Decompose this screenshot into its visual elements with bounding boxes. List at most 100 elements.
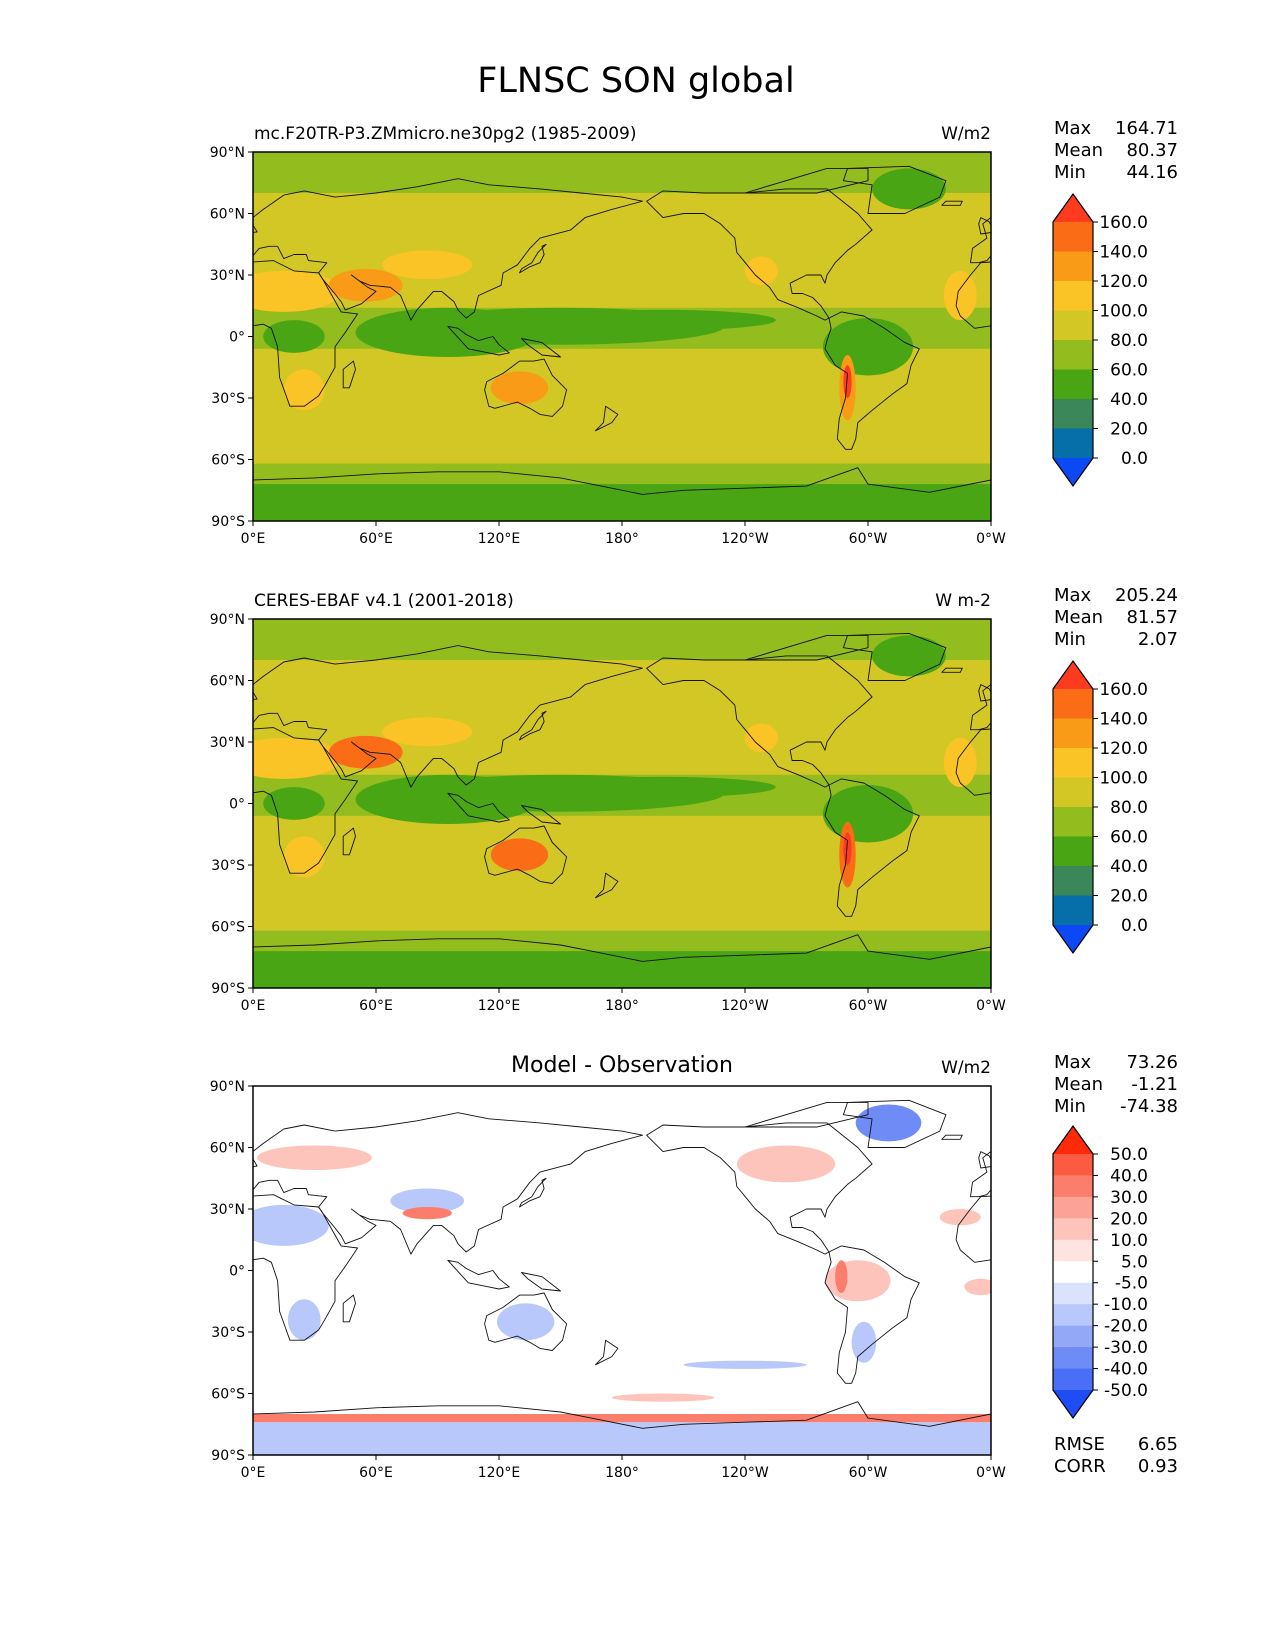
coastline-antarctica <box>253 934 991 988</box>
panel-units: W/m2 <box>941 1058 991 1078</box>
colorbar-tick-label: 20.0 <box>1110 420 1148 440</box>
lat-ticks: 90°N 60°N 30°N 0° 30°S 60°S 90°S <box>210 1079 253 1464</box>
colorbar-segment <box>1053 1239 1093 1262</box>
map-field <box>253 619 991 988</box>
colorbar-tick-label: 120.0 <box>1099 739 1148 759</box>
lon-tick-label: 120°W <box>721 1465 769 1481</box>
coastline-greenland <box>842 632 947 681</box>
lat-tick-label: 60°S <box>211 1387 245 1403</box>
colorbar-segment <box>1053 807 1093 837</box>
coastline-iceland <box>941 200 963 206</box>
coastline-uk <box>253 1158 258 1168</box>
field-mexico <box>745 256 778 286</box>
field-itcz-east <box>550 309 776 331</box>
colorbar-tick-label: 80.0 <box>1110 331 1148 351</box>
map-field <box>253 152 991 521</box>
coastline-madagascar <box>342 360 356 389</box>
field-na-positive <box>736 1145 836 1183</box>
colorbar-tick-label: 140.0 <box>1099 243 1148 263</box>
stat-mean-value: 80.37 <box>1126 140 1178 161</box>
lon-tick-label: 0°W <box>976 998 1006 1014</box>
stat-max-value: 164.71 <box>1115 118 1178 139</box>
colorbar-tick-label: 40.0 <box>1110 857 1148 877</box>
lat-tick-label: 90°N <box>210 612 245 628</box>
field-amazon <box>822 318 914 376</box>
coastline-australia <box>484 358 568 417</box>
coastline-overlay <box>204 632 991 988</box>
panel-observation: CERES-EBAF v4.1 (2001-2018) W m-2 90°N 60… <box>204 585 1178 1014</box>
colorbar-segment <box>1053 1368 1093 1391</box>
field-kalahari <box>283 369 325 411</box>
lon-tick-label: 60°W <box>849 998 888 1014</box>
rmse-label: RMSE <box>1054 1434 1105 1455</box>
coastline-iceland <box>204 1135 225 1139</box>
lat-tick-label: 30°S <box>211 858 245 874</box>
stat-min-label: Min <box>1054 1096 1086 1117</box>
stat-max-value: 73.26 <box>1126 1052 1178 1073</box>
field-kalahari <box>283 836 325 878</box>
colorbar-segment <box>1053 1304 1093 1327</box>
coastline-antarctica <box>253 467 991 521</box>
field-itcz-indian <box>355 774 540 825</box>
colorbar-tick-label: 60.0 <box>1110 828 1148 848</box>
lat-tick-label: 60°N <box>210 1141 245 1157</box>
stat-max-value: 205.24 <box>1115 585 1178 606</box>
colorbar-segment <box>1053 748 1093 778</box>
field-himalaya-positive <box>402 1206 452 1220</box>
colorbar-segment <box>1053 310 1093 341</box>
lon-ticks: 0°E 60°E 120°E 180° 120°W 60°W 0°W <box>241 988 1006 1014</box>
figure-title: FLNSC SON global <box>477 61 794 101</box>
lon-tick-label: 180° <box>605 1465 639 1481</box>
colorbar-tick-label: 100.0 <box>1099 302 1148 322</box>
colorbar-segment <box>1053 222 1093 252</box>
colorbar-segment <box>1053 895 1093 926</box>
coastline-australia <box>484 1292 568 1351</box>
panel-center-title: Model - Observation <box>511 1053 733 1078</box>
field-itcz-indian <box>355 307 540 357</box>
field-australia-negative <box>496 1303 555 1341</box>
lon-tick-label: 120°W <box>721 531 769 547</box>
field-greenland <box>872 168 946 210</box>
colorbar-segment <box>1053 1347 1093 1370</box>
lon-tick-label: 120°E <box>478 998 521 1014</box>
coastline-arcticisl <box>744 1101 869 1128</box>
lon-tick-label: 60°E <box>359 531 393 547</box>
lat-tick-label: 60°N <box>210 207 245 223</box>
colorbar-tick-label: -20.0 <box>1104 1317 1148 1337</box>
panel-units: W m-2 <box>935 591 991 611</box>
coastline-indonesia <box>447 325 510 356</box>
panel-difference: Model - Observation W/m2 90°N 60°N 30°N 0° 3… <box>204 1052 1178 1481</box>
colorbar-segment <box>1053 777 1093 808</box>
coastline-eurasia <box>253 645 643 788</box>
field-southocean-positive <box>611 1393 715 1402</box>
colorbar-tick-label: 20.0 <box>1110 887 1148 907</box>
coastline-australia <box>484 825 568 884</box>
lat-tick-label: 30°N <box>210 1202 245 1218</box>
colorbar-tick-label: 100.0 <box>1099 769 1148 789</box>
field-westafrica <box>943 270 977 321</box>
field-southpacific-negative <box>683 1360 807 1369</box>
colorbar: 50.040.030.020.010.05.0-5.0-10.0-20.0-30… <box>1052 1124 1148 1420</box>
field-andes-positive <box>835 1260 848 1294</box>
coastline-arcticisl <box>744 634 869 661</box>
coastline-iceland <box>204 668 225 672</box>
field-westafrica <box>943 737 977 788</box>
stat-min-value: 44.16 <box>1126 162 1178 183</box>
footer-stats: RMSE CORR 6.65 0.93 <box>1054 1434 1178 1477</box>
corr-value: 0.93 <box>1138 1456 1178 1477</box>
colorbar-tick-label: 160.0 <box>1099 213 1148 233</box>
colorbar-segment <box>1053 836 1093 867</box>
colorbar-tick-label: 5.0 <box>1121 1252 1148 1272</box>
colorbar-tick-label: 60.0 <box>1110 361 1148 381</box>
colorbar-segment <box>1053 1325 1093 1348</box>
coastline-nz <box>594 872 619 899</box>
lat-ticks: 90°N 60°N 30°N 0° 30°S 60°S 90°S <box>210 612 253 997</box>
coastline-eurasia <box>253 1112 643 1255</box>
lat-tick-label: 60°N <box>210 674 245 690</box>
colorbar-segment <box>1053 399 1093 429</box>
colorbar-segment <box>1053 718 1093 749</box>
colorbar-segment <box>1053 689 1093 719</box>
lon-ticks: 0°E 60°E 120°E 180° 120°W 60°W 0°W <box>241 1455 1006 1481</box>
coastline-indonesia <box>447 1259 510 1290</box>
colorbar-tick-label: 160.0 <box>1099 680 1148 700</box>
